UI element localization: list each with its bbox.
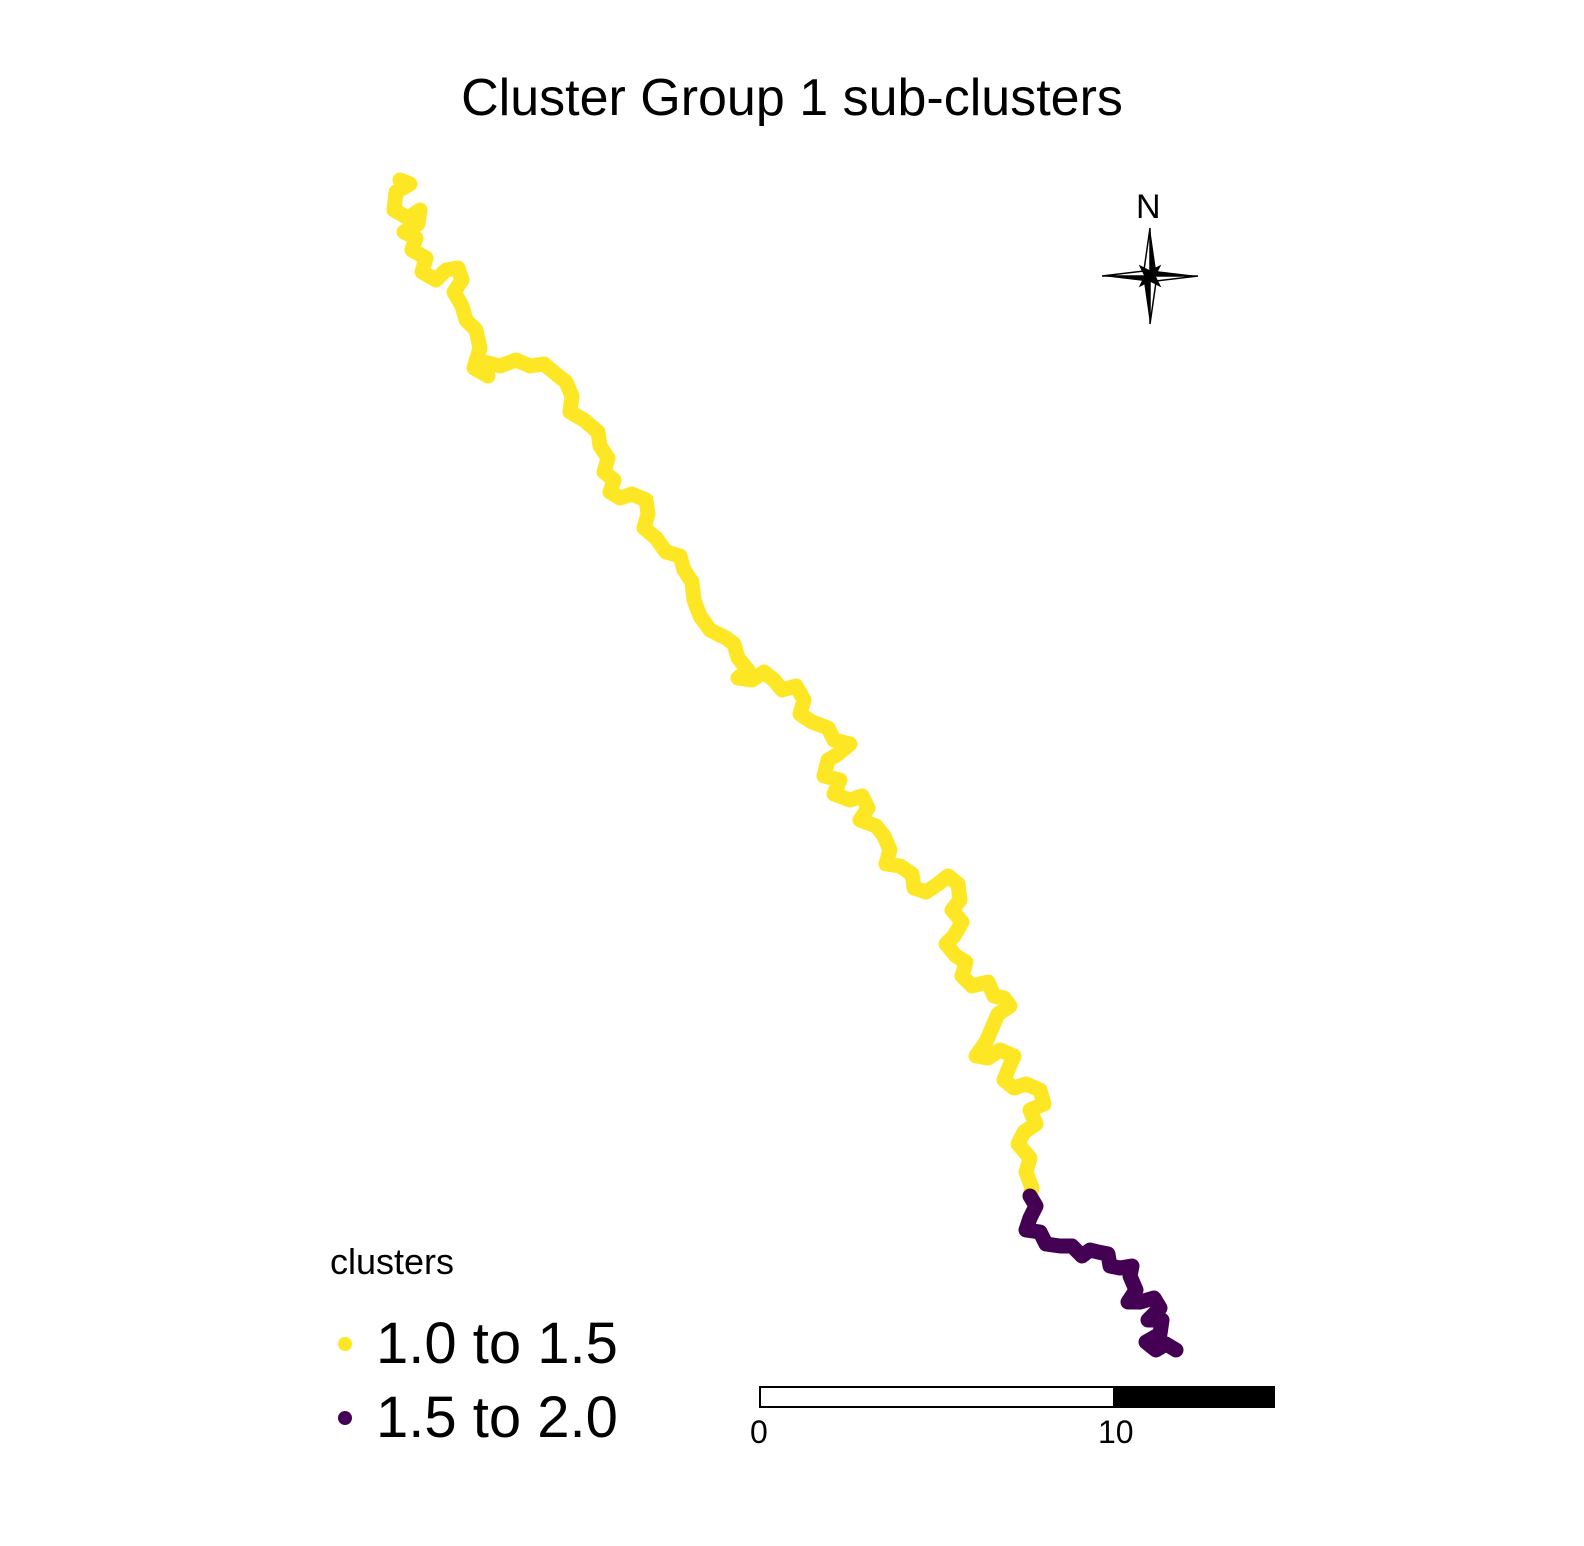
legend-dot-low — [338, 1337, 352, 1351]
track-cluster-1-5-to-2-0 — [1018, 1188, 1184, 1358]
compass-star-icon — [1101, 227, 1199, 325]
track-cluster-1-0-to-1-5 — [386, 172, 1052, 1204]
legend-item-high: 1.5 to 2.0 — [338, 1386, 618, 1450]
track-path-low — [386, 172, 1052, 1204]
scale-bar-white-segment — [759, 1386, 1115, 1408]
scale-tick-10: 10 — [1098, 1414, 1134, 1450]
scale-bar — [759, 1386, 1275, 1408]
legend-label-high: 1.5 to 2.0 — [376, 1385, 618, 1450]
legend-label-low: 1.0 to 1.5 — [376, 1311, 618, 1376]
scale-bar-black-segment — [1113, 1386, 1275, 1408]
legend-title: clusters — [330, 1241, 455, 1282]
legend-dot-high — [338, 1411, 352, 1425]
map-title: Cluster Group 1 sub-clusters — [461, 69, 1123, 127]
scale-tick-0: 0 — [750, 1414, 768, 1450]
track-path-high — [1018, 1188, 1184, 1358]
legend-item-low: 1.0 to 1.5 — [338, 1312, 618, 1376]
north-label: N — [1136, 188, 1161, 226]
